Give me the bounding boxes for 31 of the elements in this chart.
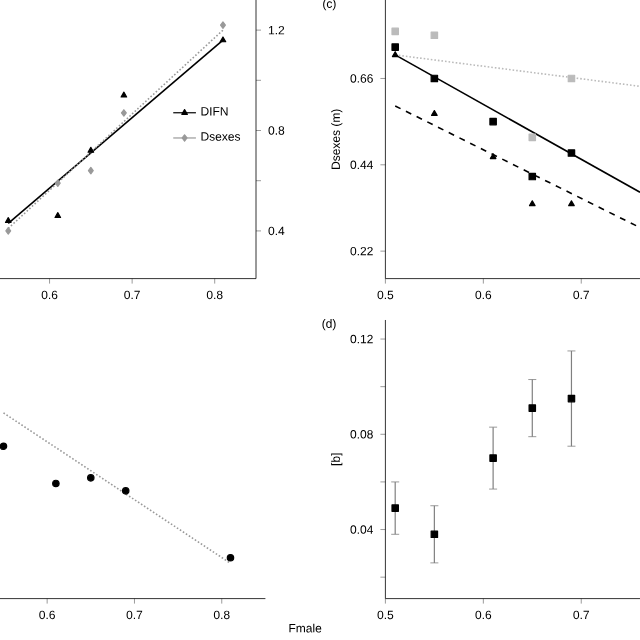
point [0, 442, 8, 451]
point [567, 149, 576, 157]
point [121, 487, 130, 495]
point [489, 153, 497, 160]
point [430, 31, 439, 40]
point [4, 217, 12, 224]
point [54, 179, 61, 188]
point [391, 504, 399, 512]
point [120, 91, 128, 98]
point [391, 27, 399, 36]
point [120, 109, 127, 117]
point [489, 454, 497, 462]
point [219, 21, 226, 29]
point [391, 51, 399, 58]
point [391, 43, 399, 51]
point [528, 404, 537, 412]
point [54, 212, 62, 219]
point [568, 200, 575, 207]
point [86, 474, 95, 482]
point [219, 36, 227, 43]
point [430, 530, 439, 539]
point [528, 200, 536, 207]
point [528, 133, 537, 142]
point [489, 117, 497, 126]
point [430, 109, 438, 116]
point [87, 166, 94, 175]
point [87, 146, 95, 153]
point [528, 172, 537, 181]
point [226, 553, 235, 562]
point [5, 227, 12, 235]
point [52, 479, 60, 488]
